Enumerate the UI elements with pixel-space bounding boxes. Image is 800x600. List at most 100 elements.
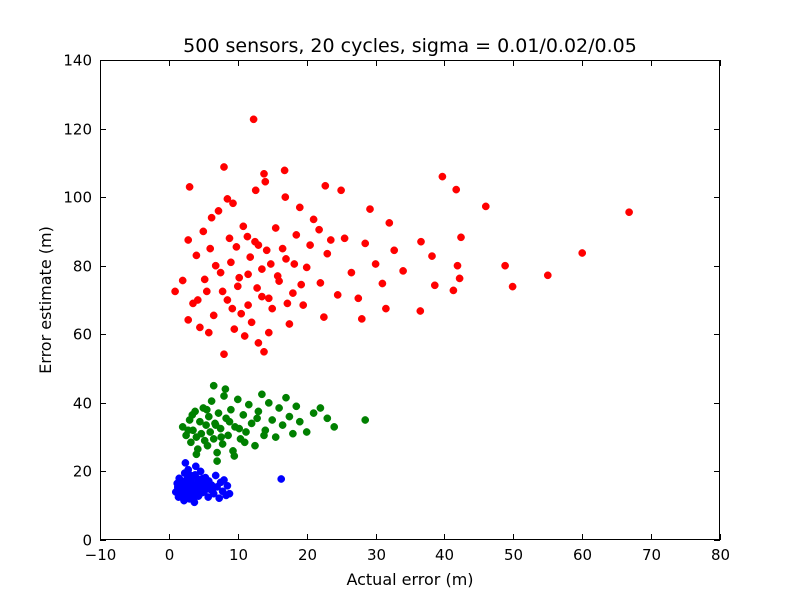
data-point bbox=[244, 270, 252, 279]
y-axis-title: Error estimate (m) bbox=[36, 226, 55, 374]
data-point bbox=[192, 251, 201, 260]
data-point bbox=[295, 203, 304, 212]
data-point bbox=[283, 299, 292, 308]
data-point bbox=[191, 462, 200, 471]
data-point bbox=[217, 433, 226, 441]
data-point bbox=[254, 339, 263, 347]
data-point bbox=[260, 169, 268, 178]
data-point bbox=[264, 399, 273, 407]
data-point bbox=[275, 404, 283, 412]
data-point bbox=[282, 255, 290, 263]
data-point bbox=[207, 397, 216, 405]
x-tick-label: 0 bbox=[165, 546, 175, 564]
data-point bbox=[258, 265, 266, 273]
data-point bbox=[340, 234, 349, 243]
data-point bbox=[449, 286, 458, 295]
data-point bbox=[185, 183, 194, 191]
data-point bbox=[227, 405, 235, 414]
y-tick-label: 0 bbox=[82, 532, 92, 550]
data-point bbox=[260, 347, 268, 356]
data-point bbox=[225, 417, 234, 426]
plot-frame bbox=[100, 60, 720, 540]
data-point bbox=[285, 320, 294, 328]
data-point bbox=[243, 232, 252, 241]
data-point bbox=[282, 393, 290, 402]
y-tick-label: 20 bbox=[73, 463, 92, 481]
data-point bbox=[625, 208, 633, 217]
data-point bbox=[306, 241, 314, 249]
data-point bbox=[244, 400, 253, 409]
data-point bbox=[244, 301, 252, 309]
data-point bbox=[333, 291, 342, 299]
data-point bbox=[232, 243, 241, 251]
data-point bbox=[220, 476, 228, 484]
y-tick-label: 40 bbox=[73, 395, 92, 413]
data-point bbox=[246, 253, 255, 261]
x-tick-label: 20 bbox=[298, 546, 317, 564]
data-point bbox=[199, 227, 208, 236]
data-point bbox=[192, 450, 201, 459]
data-point bbox=[228, 304, 237, 313]
data-point bbox=[204, 328, 213, 337]
x-tick-label: 10 bbox=[229, 546, 248, 564]
data-point bbox=[258, 292, 266, 301]
data-point bbox=[196, 467, 205, 476]
x-tick-label: 50 bbox=[504, 546, 523, 564]
data-point bbox=[253, 414, 261, 423]
data-point bbox=[220, 350, 228, 359]
data-point bbox=[262, 246, 271, 255]
data-point bbox=[242, 428, 250, 436]
data-point bbox=[366, 205, 374, 213]
x-tick-label: 40 bbox=[435, 546, 454, 564]
series-0 bbox=[171, 459, 286, 507]
data-point bbox=[171, 287, 179, 296]
data-point bbox=[278, 244, 287, 253]
data-point bbox=[316, 279, 325, 287]
x-tick-label: 60 bbox=[573, 546, 592, 564]
data-point bbox=[452, 185, 461, 194]
data-point bbox=[399, 267, 407, 275]
data-point bbox=[361, 239, 370, 248]
data-point bbox=[209, 311, 218, 320]
data-point bbox=[235, 424, 244, 433]
data-point bbox=[233, 395, 242, 404]
data-point bbox=[299, 301, 308, 309]
data-point bbox=[225, 234, 234, 243]
data-point bbox=[240, 332, 249, 340]
data-point bbox=[247, 318, 256, 327]
data-point bbox=[200, 275, 209, 284]
data-point bbox=[315, 225, 323, 234]
data-point bbox=[302, 263, 311, 272]
data-point bbox=[260, 431, 268, 440]
data-point bbox=[457, 233, 465, 242]
data-point bbox=[371, 260, 380, 268]
data-point bbox=[184, 316, 193, 324]
data-point bbox=[191, 492, 199, 501]
data-point bbox=[508, 282, 517, 291]
data-point bbox=[178, 423, 187, 431]
y-axis: 0 20 40 60 80 100 120 140 bbox=[63, 52, 720, 550]
x-axis: −10 0 10 20 30 40 50 60 70 80 bbox=[85, 60, 730, 564]
data-point bbox=[323, 249, 332, 258]
data-point bbox=[203, 441, 212, 450]
x-axis-title: Actual error (m) bbox=[346, 570, 473, 589]
data-point bbox=[295, 417, 304, 426]
data-point bbox=[247, 419, 256, 428]
data-point bbox=[501, 261, 509, 270]
data-point bbox=[211, 261, 220, 270]
data-point bbox=[211, 471, 220, 480]
data-point bbox=[233, 282, 242, 291]
data-point bbox=[323, 414, 332, 423]
data-point bbox=[178, 493, 187, 502]
data-point bbox=[309, 409, 318, 417]
data-point bbox=[309, 215, 318, 224]
y-tick-label: 120 bbox=[63, 121, 92, 139]
data-point bbox=[197, 429, 206, 438]
data-point bbox=[225, 489, 234, 498]
data-point bbox=[202, 287, 211, 296]
data-point bbox=[178, 276, 187, 285]
data-point bbox=[390, 246, 399, 255]
data-point bbox=[292, 402, 301, 411]
data-point bbox=[204, 412, 213, 421]
data-point bbox=[280, 166, 289, 175]
